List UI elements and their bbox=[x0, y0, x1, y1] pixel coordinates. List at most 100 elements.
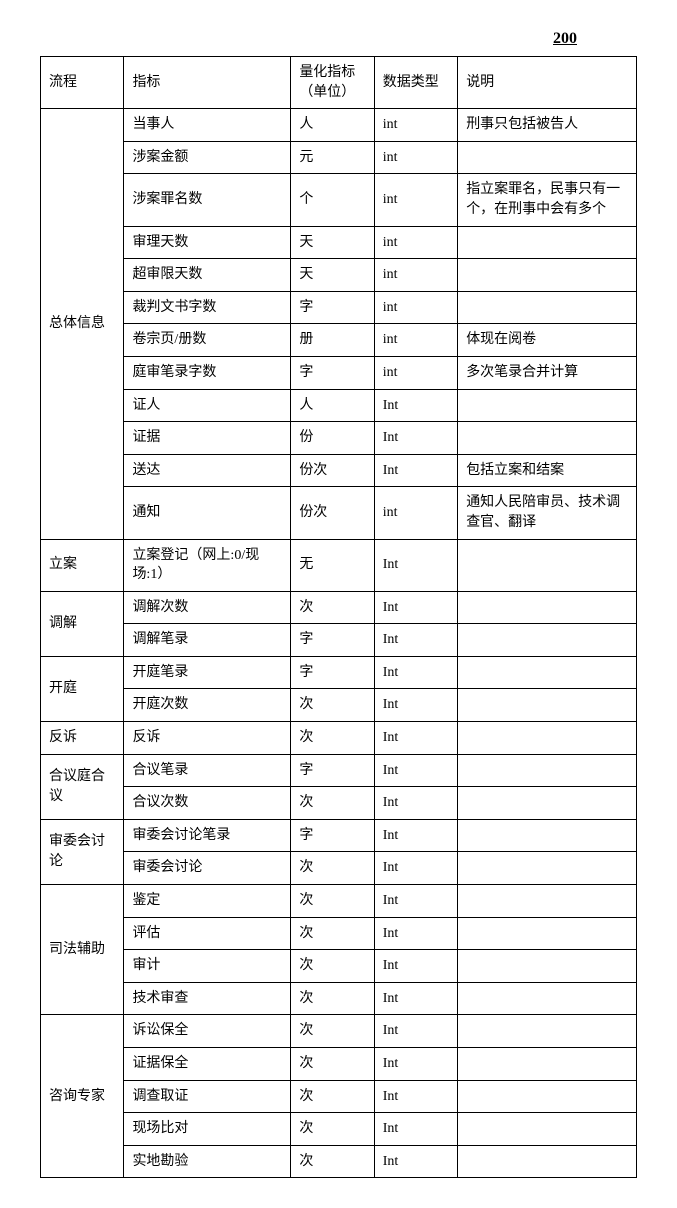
indicator-cell: 鉴定 bbox=[124, 885, 291, 918]
desc-cell bbox=[458, 982, 637, 1015]
indicator-cell: 评估 bbox=[124, 917, 291, 950]
table-row: 司法辅助鉴定次Int bbox=[41, 885, 637, 918]
indicator-cell: 证据保全 bbox=[124, 1048, 291, 1081]
table-row: 证人人Int bbox=[41, 389, 637, 422]
unit-cell: 字 bbox=[291, 754, 374, 787]
desc-cell: 体现在阅卷 bbox=[458, 324, 637, 357]
unit-cell: 次 bbox=[291, 787, 374, 820]
desc-cell bbox=[458, 259, 637, 292]
indicator-cell: 审委会讨论笔录 bbox=[124, 819, 291, 852]
process-cell: 反诉 bbox=[41, 722, 124, 755]
table-row: 裁判文书字数字int bbox=[41, 291, 637, 324]
desc-cell: 多次笔录合并计算 bbox=[458, 356, 637, 389]
desc-cell: 通知人民陪审员、技术调查官、翻译 bbox=[458, 487, 637, 539]
table-row: 开庭开庭笔录字Int bbox=[41, 656, 637, 689]
type-cell: Int bbox=[374, 656, 457, 689]
table-row: 评估次Int bbox=[41, 917, 637, 950]
indicator-cell: 开庭次数 bbox=[124, 689, 291, 722]
indicator-cell: 调解次数 bbox=[124, 591, 291, 624]
indicator-cell: 调查取证 bbox=[124, 1080, 291, 1113]
indicator-cell: 技术审查 bbox=[124, 982, 291, 1015]
unit-cell: 次 bbox=[291, 1015, 374, 1048]
desc-cell bbox=[458, 722, 637, 755]
type-cell: Int bbox=[374, 591, 457, 624]
indicator-cell: 诉讼保全 bbox=[124, 1015, 291, 1048]
unit-cell: 个 bbox=[291, 174, 374, 226]
indicator-cell: 超审限天数 bbox=[124, 259, 291, 292]
unit-cell: 天 bbox=[291, 226, 374, 259]
process-cell: 调解 bbox=[41, 591, 124, 656]
indicator-cell: 合议次数 bbox=[124, 787, 291, 820]
table-row: 通知份次int通知人民陪审员、技术调查官、翻译 bbox=[41, 487, 637, 539]
table-row: 审委会讨论次Int bbox=[41, 852, 637, 885]
desc-cell bbox=[458, 291, 637, 324]
type-cell: int bbox=[374, 226, 457, 259]
unit-cell: 次 bbox=[291, 1080, 374, 1113]
indicator-cell: 送达 bbox=[124, 454, 291, 487]
process-cell: 开庭 bbox=[41, 656, 124, 721]
type-cell: Int bbox=[374, 917, 457, 950]
table-row: 送达份次Int包括立案和结案 bbox=[41, 454, 637, 487]
desc-cell: 包括立案和结案 bbox=[458, 454, 637, 487]
desc-cell bbox=[458, 950, 637, 983]
type-cell: Int bbox=[374, 1015, 457, 1048]
table-row: 调解调解次数次Int bbox=[41, 591, 637, 624]
indicator-cell: 现场比对 bbox=[124, 1113, 291, 1146]
type-cell: int bbox=[374, 259, 457, 292]
type-cell: Int bbox=[374, 539, 457, 591]
table-row: 反诉反诉次Int bbox=[41, 722, 637, 755]
table-row: 庭审笔录字数字int多次笔录合并计算 bbox=[41, 356, 637, 389]
table-header-row: 流程 指标 量化指标（单位） 数据类型 说明 bbox=[41, 57, 637, 109]
type-cell: Int bbox=[374, 722, 457, 755]
unit-cell: 字 bbox=[291, 656, 374, 689]
unit-cell: 次 bbox=[291, 722, 374, 755]
table-row: 涉案金额元int bbox=[41, 141, 637, 174]
type-cell: int bbox=[374, 141, 457, 174]
type-cell: Int bbox=[374, 454, 457, 487]
desc-cell bbox=[458, 917, 637, 950]
header-desc: 说明 bbox=[458, 57, 637, 109]
desc-cell bbox=[458, 689, 637, 722]
indicator-cell: 涉案金额 bbox=[124, 141, 291, 174]
indicator-cell: 通知 bbox=[124, 487, 291, 539]
desc-cell bbox=[458, 422, 637, 455]
desc-cell bbox=[458, 389, 637, 422]
unit-cell: 册 bbox=[291, 324, 374, 357]
indicator-cell: 调解笔录 bbox=[124, 624, 291, 657]
process-cell: 司法辅助 bbox=[41, 885, 124, 1015]
table-row: 立案立案登记（网上:0/现场:1）无Int bbox=[41, 539, 637, 591]
indicator-cell: 证据 bbox=[124, 422, 291, 455]
desc-cell bbox=[458, 539, 637, 591]
type-cell: int bbox=[374, 174, 457, 226]
process-cell: 立案 bbox=[41, 539, 124, 591]
indicator-cell: 开庭笔录 bbox=[124, 656, 291, 689]
indicator-cell: 当事人 bbox=[124, 109, 291, 142]
indicator-cell: 证人 bbox=[124, 389, 291, 422]
unit-cell: 份次 bbox=[291, 454, 374, 487]
table-row: 证据份Int bbox=[41, 422, 637, 455]
desc-cell bbox=[458, 852, 637, 885]
unit-cell: 字 bbox=[291, 356, 374, 389]
type-cell: Int bbox=[374, 852, 457, 885]
desc-cell bbox=[458, 141, 637, 174]
type-cell: int bbox=[374, 324, 457, 357]
type-cell: Int bbox=[374, 389, 457, 422]
desc-cell bbox=[458, 1048, 637, 1081]
unit-cell: 次 bbox=[291, 591, 374, 624]
table-row: 审委会讨论审委会讨论笔录字Int bbox=[41, 819, 637, 852]
unit-cell: 份 bbox=[291, 422, 374, 455]
type-cell: int bbox=[374, 356, 457, 389]
type-cell: int bbox=[374, 291, 457, 324]
desc-cell: 刑事只包括被告人 bbox=[458, 109, 637, 142]
indicator-cell: 审理天数 bbox=[124, 226, 291, 259]
unit-cell: 次 bbox=[291, 1048, 374, 1081]
table-row: 审理天数天int bbox=[41, 226, 637, 259]
data-table: 流程 指标 量化指标（单位） 数据类型 说明 总体信息当事人人int刑事只包括被… bbox=[40, 56, 637, 1178]
type-cell: Int bbox=[374, 1145, 457, 1178]
table-row: 调解笔录字Int bbox=[41, 624, 637, 657]
unit-cell: 字 bbox=[291, 291, 374, 324]
desc-cell bbox=[458, 819, 637, 852]
type-cell: Int bbox=[374, 1113, 457, 1146]
desc-cell bbox=[458, 624, 637, 657]
unit-cell: 无 bbox=[291, 539, 374, 591]
